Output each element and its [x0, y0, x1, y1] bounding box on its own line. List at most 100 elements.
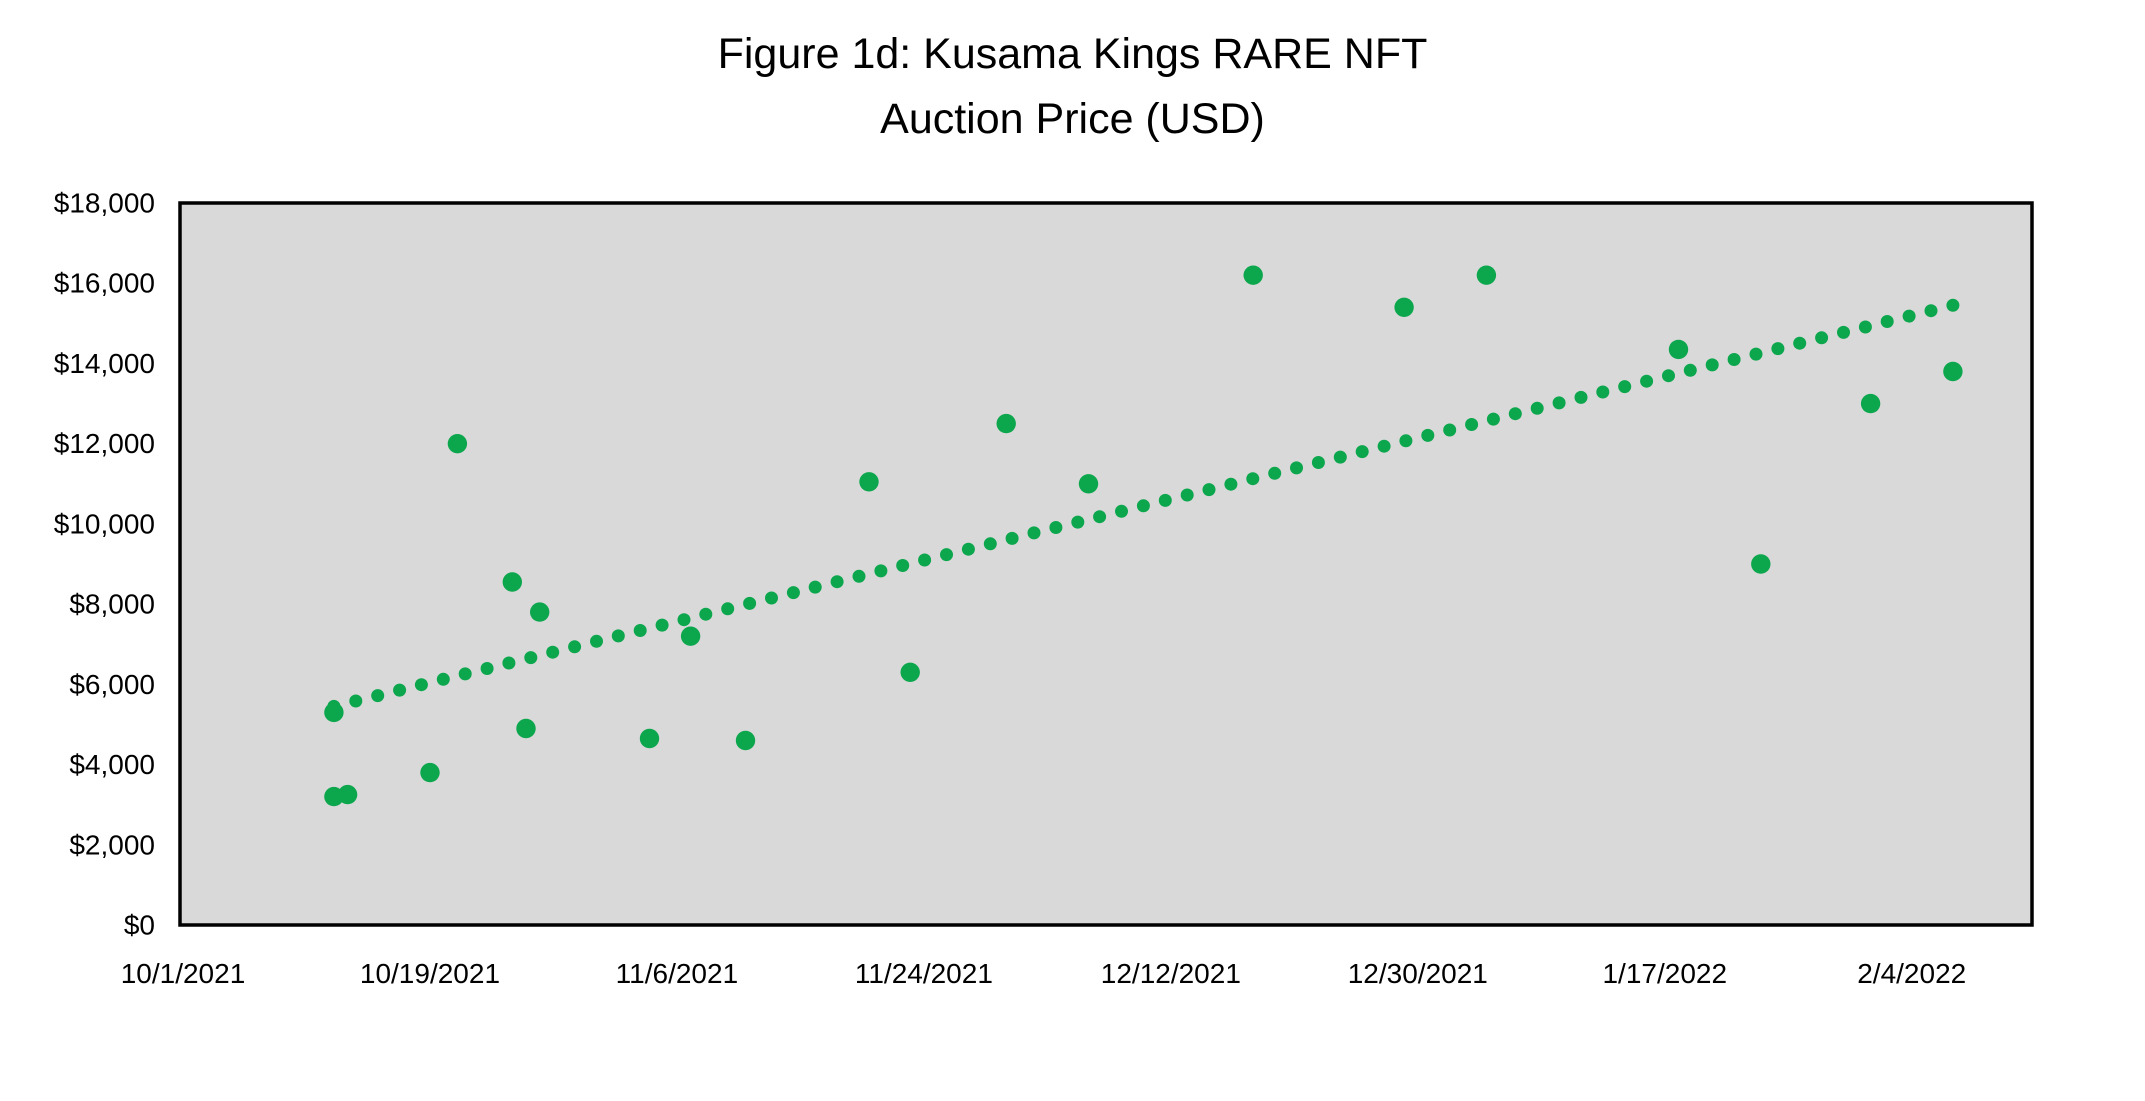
trendline-dot [1574, 390, 1588, 404]
trendline-dot [1880, 315, 1894, 328]
trendline-dot [1837, 325, 1850, 339]
trendline-dot [786, 586, 800, 600]
trendline-dot [371, 689, 385, 703]
trendline-dot [1202, 483, 1216, 497]
trendline-dot [546, 645, 560, 659]
trendline-dot [1552, 396, 1566, 410]
y-axis-tick-label: $10,000 [54, 508, 155, 539]
trendline-dot [1399, 434, 1413, 448]
trendline-dot [1683, 363, 1697, 377]
y-axis-tick-label: $16,000 [54, 268, 155, 299]
data-point [900, 662, 920, 682]
trendline-dot [874, 564, 888, 578]
trendline-dot [830, 575, 844, 589]
trendline-dot [1049, 521, 1063, 534]
trendline-dot [983, 537, 997, 551]
data-point [735, 730, 756, 751]
data-point [680, 626, 701, 646]
trendline-dot [1115, 504, 1128, 518]
data-point [337, 784, 358, 805]
trendline-dot [1749, 347, 1763, 361]
x-axis-tick-label: 2/4/2022 [1857, 958, 1966, 989]
trendline-dot [1355, 445, 1369, 459]
y-axis-tick-label: $0 [124, 910, 155, 941]
y-axis-tick-label: $18,000 [54, 188, 155, 219]
trendline-dot [961, 542, 975, 556]
trendline-dot [1311, 456, 1325, 469]
y-axis-tick-label: $14,000 [54, 348, 155, 379]
trendline-dot [1815, 331, 1829, 345]
trendline-dot [765, 591, 778, 605]
chart-title: Figure 1d: Kusama Kings RARE NFT Auction… [0, 22, 2145, 152]
trendline-dot [655, 618, 669, 632]
trendline-dot [1771, 342, 1785, 356]
trendline-dot [1640, 374, 1654, 388]
data-point [502, 572, 522, 592]
trendline-dot [1618, 380, 1632, 394]
data-point [420, 762, 440, 783]
trendline-dot [852, 569, 866, 583]
trendline-dot [1924, 304, 1938, 318]
trendline-dot [1793, 336, 1807, 350]
trendline-dot [1158, 493, 1172, 507]
trendline-dot [502, 656, 516, 670]
chart-title-line2: Auction Price (USD) [880, 95, 1265, 143]
x-axis-tick-label: 10/1/2021 [121, 958, 246, 989]
trendline-dot [1027, 526, 1041, 540]
trendline-dot [1596, 385, 1610, 399]
x-axis-tick-label: 11/24/2021 [855, 958, 993, 989]
data-point [1943, 361, 1963, 382]
trendline-dot [1071, 515, 1085, 529]
x-axis-tick-label: 10/19/2021 [360, 958, 500, 989]
data-point [996, 413, 1016, 434]
trendline-dot [393, 683, 407, 697]
trendline-dot [1180, 488, 1194, 502]
trendline-dot [1465, 418, 1479, 431]
trendline-dot [1486, 412, 1500, 426]
data-point [1860, 393, 1881, 414]
data-point [447, 434, 468, 454]
trendline-dot [590, 634, 603, 648]
trendline-dot [1443, 423, 1457, 437]
trendline-dot [480, 662, 494, 675]
trendline-dot [743, 596, 757, 610]
trendline-dot [611, 629, 625, 643]
trendline-dot [436, 672, 450, 686]
data-point [1751, 554, 1771, 574]
y-axis-tick-label: $6,000 [69, 669, 155, 700]
data-point [1668, 339, 1689, 360]
x-axis-tick-label: 1/17/2022 [1602, 958, 1727, 989]
trendline-dot [633, 624, 647, 637]
trendline-dot [1093, 510, 1107, 524]
trendline-dot [808, 580, 822, 594]
y-axis-tick-label: $4,000 [69, 749, 155, 780]
trendline-dot [677, 613, 691, 627]
trendline-dot [568, 640, 582, 654]
trendline-dot [1246, 472, 1260, 486]
data-point [639, 728, 660, 749]
trendline-dot [1902, 309, 1916, 323]
data-point [1394, 297, 1414, 317]
trendline-dot [349, 694, 363, 708]
trendline-dot [1508, 407, 1522, 421]
trendline-dot [1662, 369, 1675, 383]
trendline-dot [940, 548, 953, 562]
trendline-dot [1727, 353, 1741, 366]
trendline-dot [1268, 466, 1282, 480]
data-point [530, 602, 550, 622]
trendline-dot [699, 607, 713, 621]
trendline-dot [918, 553, 932, 567]
data-point [859, 472, 879, 492]
trendline-dot [1858, 320, 1872, 334]
x-axis-tick-label: 12/30/2021 [1348, 958, 1488, 989]
trendline-dot [1705, 358, 1719, 372]
trendline-dot [1005, 531, 1019, 545]
trendline-dot [1946, 298, 1960, 312]
x-axis-tick-label: 11/6/2021 [616, 958, 739, 989]
trendline-dot [414, 678, 428, 692]
x-axis-tick-label: 12/12/2021 [1101, 958, 1241, 989]
data-point [1078, 474, 1099, 494]
data-point [516, 718, 536, 739]
trendline-dot [1530, 401, 1544, 415]
